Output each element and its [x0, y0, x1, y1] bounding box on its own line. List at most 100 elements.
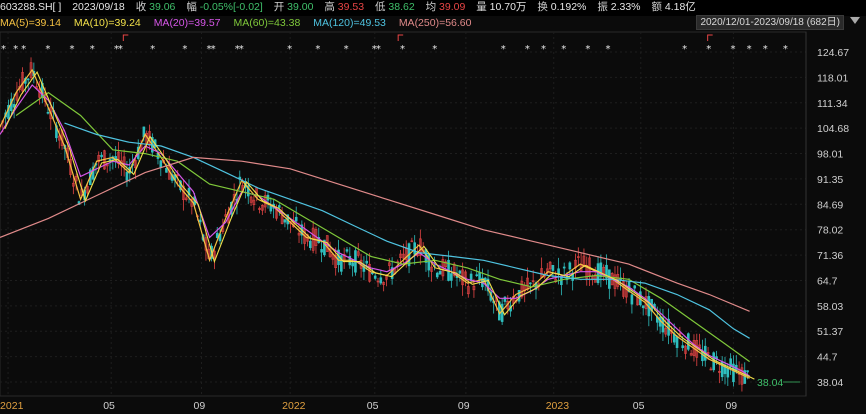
y-tick-label: 124.67 [817, 47, 849, 59]
avg-price: 39.09 [439, 1, 466, 13]
ma-line-ma60 [15, 91, 750, 363]
candle-body [280, 215, 284, 224]
candle-body [466, 286, 470, 295]
y-tick-label: 64.7 [817, 275, 838, 287]
event-star-icon: * [315, 44, 320, 55]
event-star-icon: * [13, 44, 18, 55]
candle-body [373, 275, 377, 279]
candle-body [664, 328, 668, 335]
ma20-label: MA(20)=39.57 [153, 17, 221, 29]
candle-body [100, 154, 103, 158]
candle-body [320, 249, 323, 253]
amplitude: 2.33% [610, 1, 641, 13]
candle-body [261, 205, 264, 211]
event-star-icon: * [585, 44, 590, 55]
candle-body [661, 317, 665, 333]
candle-body [675, 336, 679, 348]
candle-body [356, 251, 360, 256]
candle-body [368, 263, 371, 282]
candle-body [12, 104, 16, 108]
event-star-icon: * [783, 44, 788, 55]
candle-body [57, 135, 61, 141]
candle-body [345, 249, 349, 252]
event-star-icon: * [344, 44, 349, 55]
ma5-label: MA(5)=39.14 [0, 17, 61, 29]
candle-body [74, 175, 78, 182]
x-tick-label: 09 [458, 400, 470, 412]
ma120-label: MA(120)=49.53 [313, 17, 386, 29]
y-tick-label: 78.02 [817, 225, 843, 237]
candle-body [86, 186, 89, 194]
date-range-selector[interactable]: 2020/12/01-2023/09/18 (682日) [696, 15, 844, 30]
candle-body [452, 263, 456, 276]
candle-body [371, 272, 374, 275]
candle-body [328, 248, 332, 257]
candle-body [323, 239, 326, 256]
candle-body [475, 274, 479, 277]
event-star-icon: * [606, 44, 611, 55]
event-star-icon: * [525, 44, 530, 55]
candle-body [399, 253, 402, 258]
event-star-icon: * [45, 44, 50, 55]
plot-frame [0, 31, 807, 397]
event-star-icon: * [182, 44, 187, 55]
candle-body [390, 267, 394, 279]
candle-body [246, 185, 250, 197]
candle-body [277, 205, 281, 208]
event-star-icon: * [118, 44, 123, 55]
event-star-icon: * [747, 44, 752, 55]
candle-body [125, 171, 129, 181]
event-star-icon: * [541, 44, 546, 55]
candle-body [184, 197, 188, 200]
candle-body [72, 182, 75, 187]
y-tick-label: 38.04 [817, 377, 843, 389]
candle-body [562, 266, 566, 269]
quote-bar: 603288.SH[ ] 2023/09/18 收 39.06 幅 -0.05%… [0, 0, 866, 16]
event-flag-icon [397, 34, 404, 41]
candle-body [297, 232, 301, 236]
candle-body [198, 219, 202, 223]
event-star-icon: * [501, 44, 506, 55]
event-flag-icon [707, 34, 713, 41]
candle-body [599, 262, 603, 278]
candle-body [269, 205, 273, 212]
candle-body [427, 254, 431, 271]
ma10-label: MA(10)=39.24 [73, 17, 141, 29]
candle-body [681, 345, 684, 349]
candle-body [531, 280, 535, 282]
ma250-label: MA(250)=56.60 [398, 17, 472, 29]
x-tick-label: 2021 [0, 400, 24, 412]
candle-body [249, 196, 253, 203]
candle-body [289, 221, 292, 225]
candle-body [134, 160, 137, 168]
candle-body [689, 353, 693, 356]
x-tick-label: 2023 [546, 400, 570, 412]
candle-body [294, 216, 298, 222]
y-tick-label: 98.01 [817, 149, 843, 161]
candle-body [458, 270, 462, 274]
candle-body [430, 266, 433, 272]
candle-body [551, 264, 555, 271]
event-star-icon: * [561, 44, 566, 55]
y-tick-label: 58.03 [817, 301, 843, 313]
candle-body [159, 160, 163, 168]
event-star-icon: * [239, 44, 244, 55]
candle-body [215, 232, 219, 239]
candle-body [718, 371, 721, 373]
candle-body [402, 253, 405, 259]
candle-body [486, 278, 490, 292]
candle-body [729, 358, 732, 368]
x-tick-label: 09 [725, 400, 737, 412]
high-price: 39.53 [337, 1, 365, 13]
candle-body [362, 265, 366, 272]
chevron-down-icon[interactable] [850, 17, 860, 24]
candle-body [49, 107, 53, 120]
event-star-icon: * [372, 44, 377, 55]
candle-body [165, 167, 168, 173]
candle-body [213, 250, 216, 259]
event-star-icon: * [682, 44, 687, 55]
event-star-icon: * [287, 44, 292, 55]
candle-body [726, 368, 730, 378]
event-star-icon: * [432, 44, 437, 55]
